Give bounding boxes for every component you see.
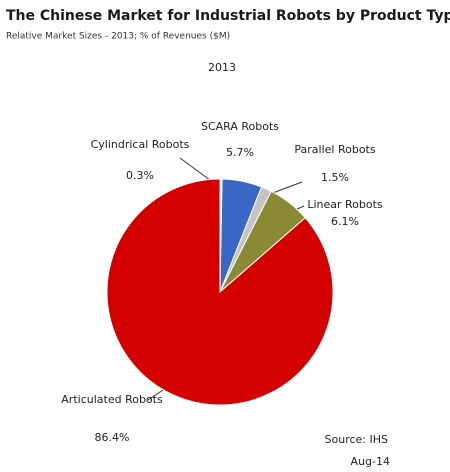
- value-label: 5.7%: [226, 146, 254, 159]
- value-label: 6.1%: [331, 215, 359, 228]
- pie-slice: [106, 178, 334, 406]
- chart-subtitle: Relative Market Sizes - 2013; % of Reven…: [6, 32, 230, 42]
- value-label: 0.3%: [126, 169, 154, 182]
- slice-label: Cylindrical Robots: [91, 138, 190, 151]
- slice-label: Parallel Robots: [294, 143, 375, 156]
- pie-title: 2013: [208, 61, 236, 74]
- slice-label: Linear Robots: [307, 198, 383, 211]
- chart-title: The Chinese Market for Industrial Robots…: [6, 8, 450, 24]
- slice-label: SCARA Robots: [201, 120, 279, 133]
- date: Aug-14: [351, 455, 390, 468]
- value-label: 1.5%: [321, 171, 349, 184]
- slice-label: Articulated Robots: [61, 393, 163, 406]
- value-label: 86.4%: [95, 431, 130, 444]
- source: Source: IHS: [325, 433, 388, 446]
